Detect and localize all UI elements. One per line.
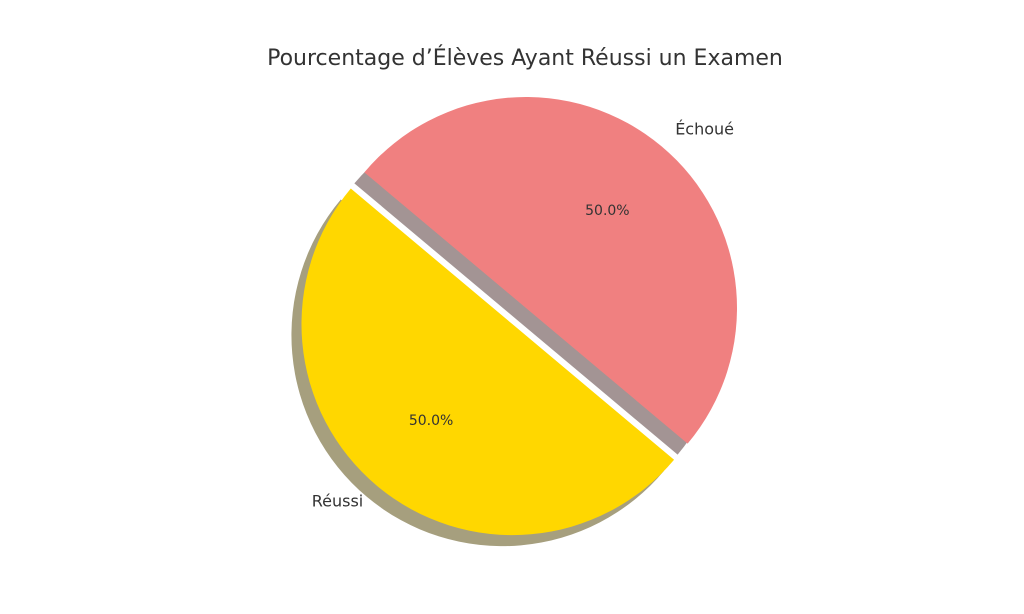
slice-labels: Réussi 50.0% Échoué 50.0% [312,120,734,511]
pct-label-echoue: 50.0% [585,203,629,219]
slice-echoue [364,97,738,444]
pct-label-reussi: 50.0% [409,413,453,429]
slice-reussi [301,188,675,536]
chart-title: Pourcentage d’Élèves Ayant Réussi un Exa… [267,45,783,71]
slices [301,97,738,536]
slice-label-echoue: Échoué [675,120,734,139]
slice-label-reussi: Réussi [312,491,364,510]
